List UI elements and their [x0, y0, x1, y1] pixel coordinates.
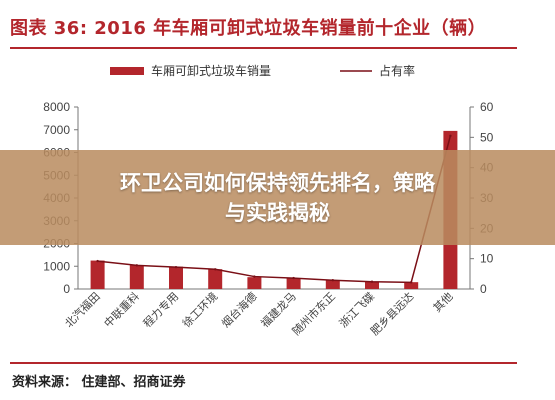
- x-tick-label: 中联重科: [101, 289, 142, 330]
- bar: [90, 260, 105, 289]
- bar: [404, 282, 419, 289]
- line-point: [292, 276, 295, 280]
- x-tick-label: 程力专用: [140, 289, 181, 330]
- line-point: [135, 264, 138, 267]
- y-tick-label-right: 10: [480, 252, 494, 266]
- y-tick-label-left: 7000: [43, 123, 70, 137]
- y-tick-label-right: 0: [480, 282, 487, 296]
- bar: [129, 265, 144, 289]
- line-point: [174, 265, 178, 269]
- headline-line-2: 与实践揭秘: [225, 201, 330, 225]
- footer-divider: [10, 362, 517, 364]
- line-point: [96, 259, 99, 263]
- line-point: [370, 280, 374, 283]
- line-point: [253, 275, 256, 278]
- chart-header: 图表 36: 2016 年车厢可卸式垃圾车销量前十企业（辆）: [0, 0, 555, 50]
- y-tick-label-left: 0: [63, 282, 70, 296]
- source-note: 资料来源： 住建部、招商证券: [12, 375, 186, 390]
- y-tick-label-left: 1000: [43, 259, 70, 273]
- line-series: [96, 134, 452, 284]
- x-tick-label: 烟台海德: [219, 289, 260, 330]
- bar: [247, 277, 262, 289]
- x-tick-label: 肥乡县远达: [368, 290, 416, 338]
- headline-banner: 环卫公司如何保持领先排名，策略 与实践揭秘: [0, 150, 555, 245]
- chart-legend: 车厢可卸式垃圾车销量 占有率: [110, 63, 415, 78]
- headline-text: 环卫公司如何保持领先排名，策略 与实践揭秘: [0, 168, 555, 228]
- legend-bar-swatch: [110, 67, 144, 75]
- line-point: [449, 134, 452, 138]
- chart-title: 图表 36: 2016 年车厢可卸式垃圾车销量前十企业（辆）: [10, 18, 487, 39]
- line-point: [410, 281, 413, 284]
- line-point: [214, 268, 217, 271]
- y-tick-label-left: 8000: [43, 100, 70, 114]
- bar: [325, 280, 340, 289]
- headline-line-1: 环卫公司如何保持领先排名，策略: [120, 171, 435, 195]
- x-tick-label: 随州市东正: [289, 289, 338, 338]
- x-tick-label: 徐工环境: [179, 289, 220, 330]
- bar: [286, 278, 301, 289]
- line-point: [331, 279, 334, 282]
- y-tick-label-right: 50: [480, 130, 494, 144]
- line-path: [97, 135, 452, 284]
- legend-line-label: 占有率: [379, 63, 415, 78]
- bar: [169, 266, 183, 289]
- x-tick-label: 其他: [431, 290, 456, 315]
- legend-bar-label: 车厢可卸式垃圾车销量: [151, 63, 271, 78]
- y-tick-label-right: 60: [480, 100, 494, 114]
- bar: [208, 269, 223, 289]
- bar: [365, 281, 379, 289]
- header-divider: [10, 47, 517, 49]
- x-tick-label: 浙江飞碟: [337, 290, 377, 330]
- x-tick-label: 福建龙马: [258, 289, 299, 330]
